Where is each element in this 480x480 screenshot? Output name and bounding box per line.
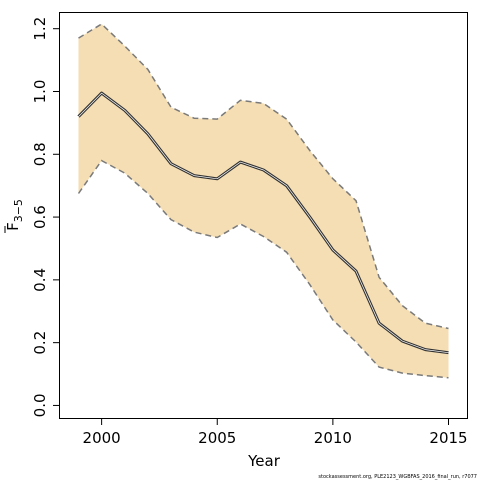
y-tick-label: 0.2 (31, 331, 49, 355)
estimate-series (77, 91, 449, 355)
y-axis-title-subscript: 3−5 (12, 199, 25, 222)
upper-bound-line (78, 23, 449, 330)
x-tick-label: 2015 (429, 429, 467, 447)
x-tick-label: 2005 (198, 429, 236, 447)
confidence-bounds (77, 23, 449, 379)
plot-frame (59, 12, 468, 419)
y-tick-label: 0.0 (31, 393, 49, 417)
y-tick-label: 1.2 (31, 17, 49, 41)
y-tick-label: 0.4 (31, 268, 49, 292)
credit-text: stockassessment.org, PLE2123_WGBFAS_2016… (318, 474, 477, 480)
y-tick-label: 0.6 (31, 205, 49, 229)
lower-bound-line (77, 159, 449, 379)
confidence-band (78, 24, 449, 378)
y-axis-title: F3−5 (4, 199, 25, 231)
estimate-line-inner (78, 92, 449, 354)
confidence-band-area (78, 24, 449, 378)
y-axis-title-base: F (4, 222, 22, 231)
x-tick-label: 2010 (314, 429, 352, 447)
x-tick-label: 2000 (83, 429, 121, 447)
y-tick-label: 1.0 (31, 80, 49, 104)
x-axis: 2000 2005 2010 2015 (83, 418, 468, 447)
y-tick-label: 0.8 (31, 142, 49, 166)
y-axis: 0.0 0.2 0.4 0.6 0.8 1.0 1.2 (31, 17, 60, 417)
x-axis-title: Year (247, 452, 281, 470)
